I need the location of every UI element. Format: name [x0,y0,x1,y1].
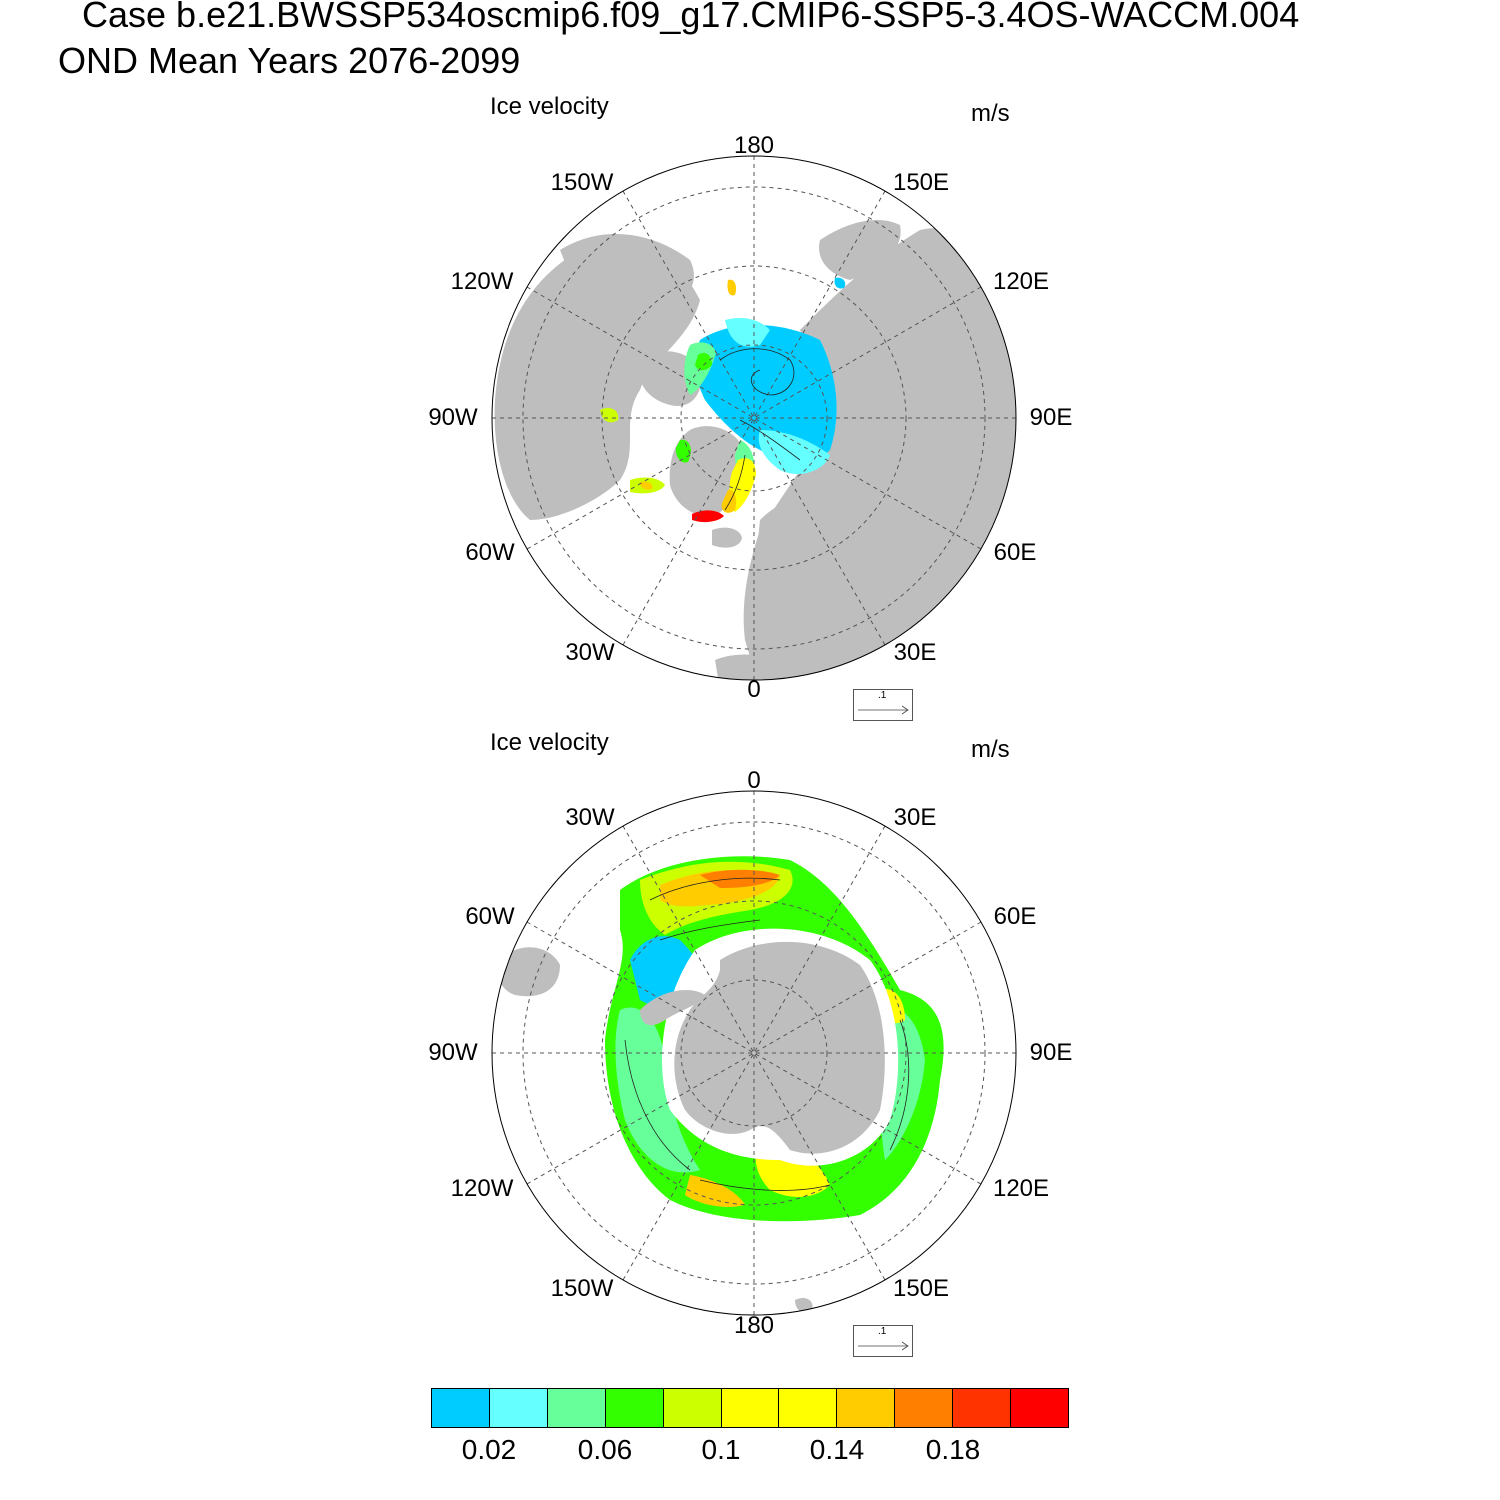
north-america-landmass [494,238,700,520]
colorbar-cell [721,1389,780,1427]
panel2-reference-vector: .1 [853,1325,913,1357]
colorbar-cell [432,1389,490,1427]
panel1-lon-label: 150W [550,169,614,196]
panel1-unit-label: m/s [971,100,1010,127]
arctic-map-border [491,155,1017,681]
colorbar-tick-label: 0.02 [461,1434,517,1465]
panel1-lon-label: 90E [1029,404,1073,431]
colorbar-cell [779,1389,838,1427]
antarctica-landmass [674,941,885,1154]
reference-arrow-icon [858,705,909,715]
panel2-lon-label: 30E [893,804,937,831]
north-africa-landmass [715,654,790,680]
colorbar-cell [895,1389,954,1427]
arctic-ice-fram-yellow [729,458,756,512]
panel1-lon-label: 90W [428,404,478,431]
panel2-lon-label: 60E [993,903,1037,930]
panel1-variable-label: Ice velocity [490,93,609,120]
arctic-ice-hudson [600,408,619,423]
arctic-graticule [492,156,1016,680]
colorbar-tick-label: 0.06 [577,1434,633,1465]
arctic-ice-bering [727,279,737,296]
colorbar-cell [489,1389,548,1427]
iceland-landmass [712,527,742,548]
antarctic-ice-ross-orange [685,1175,745,1207]
panel1-lon-label: 0 [747,676,761,703]
colorbar-cell [547,1389,606,1427]
panel2-lon-label: 0 [747,767,761,794]
antarctic-map [492,791,1016,1315]
south-america-landmass [498,947,560,997]
panel2-lon-label: 30W [565,804,615,831]
panel2-lon-label: 180 [733,1312,775,1339]
scandinavia-landmass [752,500,816,604]
figure-title-line2: OND Mean Years 2076-2099 [58,40,521,81]
arctic-ice-green [684,342,755,481]
arctic-map [492,156,1016,680]
arctic-ice-red [692,510,724,523]
colorbar-cell [605,1389,664,1427]
antarctic-ice-weddell-darkorange [700,869,780,888]
panel1-lon-label: 150E [892,169,950,196]
panel2-lon-label: 150E [892,1275,950,1302]
colorbar-tick-label: 0.14 [809,1434,865,1465]
new-zealand-landmass [795,1298,813,1313]
panel1-lon-label: 120E [992,268,1050,295]
antarctic-graticule [492,791,1016,1315]
panel2-lon-label: 90E [1029,1039,1073,1066]
alaska-landmass [560,233,694,300]
panel2-lon-label: 60W [465,903,515,930]
colorbar-cell [1011,1389,1068,1427]
panel2-variable-label: Ice velocity [490,729,609,756]
arctic-ice-cyan [695,325,837,462]
arctic-ice-okhotsk [834,277,846,289]
panel1-reference-vector: .1 [853,689,913,721]
panel1-lon-label: 180 [733,132,775,159]
figure-title-line1: Case b.e21.BWSSP534oscmip6.f09_g17.CMIP6… [82,0,1300,35]
panel2-lon-label: 120E [992,1175,1050,1202]
colorbar-tick-label: 0.18 [925,1434,981,1465]
arctic-ice-fram-orange [721,489,737,513]
panel1-lon-label: 30W [565,639,615,666]
panel1-lon-label: 120W [450,268,514,295]
antarctic-velocity-vectors [624,877,910,1191]
arctic-ice-lightcyan [725,318,830,475]
colorbar-cell [663,1389,722,1427]
antarctic-map-border [491,790,1017,1316]
arctic-velocity-vectors [719,348,801,511]
panel2-lon-label: 120W [450,1175,514,1202]
colorbar-cell [953,1389,1012,1427]
reference-vector-label: .1 [878,690,887,701]
reference-arrow-icon [858,1341,909,1351]
colorbar-tick-label: 0.1 [701,1434,741,1465]
colorbar-cell [837,1389,896,1427]
arctic-ice-baffin-orange [640,481,653,490]
reference-vector-label: .1 [878,1326,887,1337]
panel1-lon-label: 30E [893,639,937,666]
panel1-lon-label: 60E [993,539,1037,566]
arctic-ice-brightgreen [675,353,712,463]
panel2-lon-label: 90W [428,1039,478,1066]
panel2-unit-label: m/s [971,736,1010,763]
chukotka-landmass [819,220,901,280]
antarctic-peninsula [640,990,705,1026]
colorbar [431,1388,1069,1428]
panel1-lon-label: 60W [465,539,515,566]
panel2-lon-label: 150W [550,1275,614,1302]
